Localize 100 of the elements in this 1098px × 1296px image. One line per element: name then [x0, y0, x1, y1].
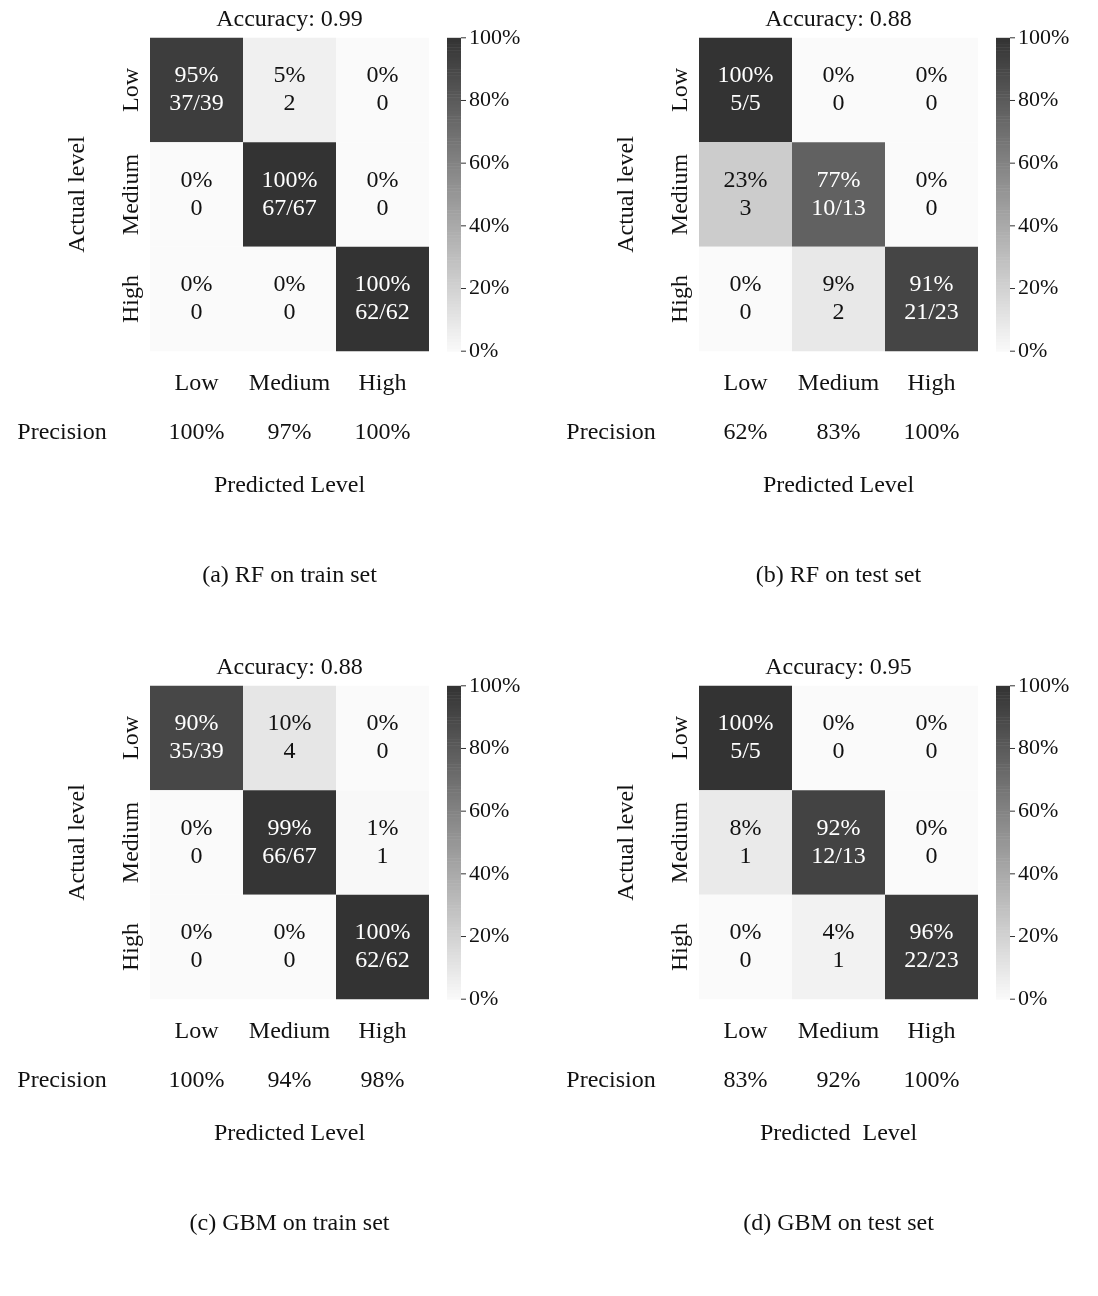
data-label: 100% 62/62 [354, 270, 411, 325]
x-tick-label: Low [723, 368, 769, 395]
data-label: 77% 10/13 [811, 165, 866, 220]
text: 98% [360, 1066, 405, 1093]
data-label: 0% 0 [180, 813, 213, 868]
x-tick-label: Low [723, 1016, 769, 1043]
color-bar-label: 0% [1018, 336, 1048, 362]
color-bar-label: 40% [1018, 859, 1059, 885]
data-label: 99% 66/67 [262, 813, 317, 868]
data-label: 0% 0 [273, 270, 306, 325]
color-bar-label: 40% [469, 211, 510, 237]
y-tick-label: Low [666, 67, 693, 113]
y-tick-label: Medium [666, 153, 693, 236]
text: 100% [354, 418, 411, 445]
data-label: 91% 21/23 [904, 270, 959, 325]
text: Precision [17, 418, 107, 445]
x-tick-label: Low [174, 368, 220, 395]
data-label: 8% 1 [729, 813, 762, 868]
data-label: 0% 0 [366, 709, 399, 764]
data-label: 92% 12/13 [811, 813, 866, 868]
x-tick-label: High [358, 1016, 407, 1043]
data-label: 100% 62/62 [354, 918, 411, 973]
color-bar-label: 80% [469, 734, 510, 760]
chart-title: Accuracy: 0.99 [216, 4, 363, 31]
data-label: 0% 0 [366, 165, 399, 220]
data-label: 9% 2 [822, 270, 855, 325]
text: Precision [566, 1066, 656, 1093]
color-bar-label: 0% [1018, 984, 1048, 1010]
text: 83% [723, 1066, 768, 1093]
color-bar-label: 100% [469, 23, 521, 49]
x-tick-label: High [907, 368, 956, 395]
color-bar-label: 100% [1018, 23, 1070, 49]
text: Precision [17, 1066, 107, 1093]
color-bar-label: 20% [469, 274, 510, 300]
y-axis-title: Actual level [63, 135, 90, 253]
x-tick-label: Medium [248, 1016, 331, 1043]
text: Precision [566, 418, 656, 445]
data-label: 0% 0 [180, 165, 213, 220]
color-bar-label: 60% [469, 148, 510, 174]
x-tick-label: High [358, 368, 407, 395]
data-label: 0% 0 [915, 813, 948, 868]
text: 62% [723, 418, 768, 445]
color-bar-label: 60% [469, 796, 510, 822]
data-label: 100% 67/67 [261, 165, 318, 220]
y-tick-label: Medium [117, 801, 144, 884]
data-label: 4% 1 [822, 918, 855, 973]
chart-title: Accuracy: 0.95 [765, 652, 912, 679]
text: 83% [816, 418, 861, 445]
text: (d) GBM on test set [743, 1209, 935, 1236]
y-tick-label: High [117, 274, 144, 323]
text: 100% [168, 418, 225, 445]
data-label: 95% 37/39 [169, 61, 224, 116]
data-label: 1% 1 [366, 813, 399, 868]
data-label: 0% 0 [180, 270, 213, 325]
color-bar-label: 60% [1018, 148, 1059, 174]
text: (c) GBM on train set [189, 1209, 390, 1236]
x-tick-label: Medium [248, 368, 331, 395]
data-label: 0% 0 [915, 709, 948, 764]
chart-title: Accuracy: 0.88 [216, 652, 363, 679]
y-tick-label: High [117, 922, 144, 971]
data-label: 0% 0 [180, 918, 213, 973]
color-bar-label: 20% [1018, 274, 1059, 300]
data-label: 0% 0 [822, 61, 855, 116]
color-bar-label: 40% [1018, 211, 1059, 237]
color-bar-label: 60% [1018, 796, 1059, 822]
color-bar-label: 80% [469, 86, 510, 112]
y-tick-label: Low [117, 715, 144, 761]
color-bar-label: 100% [1018, 671, 1070, 697]
text: (a) RF on train set [202, 561, 378, 588]
x-axis-title: Predicted Level [213, 471, 366, 498]
color-bar-label: 80% [1018, 86, 1059, 112]
x-tick-label: Low [174, 1016, 220, 1043]
y-tick-label: Low [117, 67, 144, 113]
color-bar-label: 20% [1018, 922, 1059, 948]
text: (b) RF on test set [755, 561, 922, 588]
data-label: 0% 0 [729, 918, 762, 973]
text: 100% [903, 418, 960, 445]
y-tick-label: Medium [117, 153, 144, 236]
text: 97% [267, 418, 312, 445]
x-tick-label: Medium [797, 368, 880, 395]
data-label: 10% 4 [267, 709, 312, 764]
data-label: 100% 5/5 [717, 61, 774, 116]
text: 94% [267, 1066, 312, 1093]
data-label: 0% 0 [822, 709, 855, 764]
data-label: 0% 0 [729, 270, 762, 325]
text: 100% [903, 1066, 960, 1093]
data-label: 0% 0 [915, 61, 948, 116]
text: 92% [816, 1066, 861, 1093]
data-label: 0% 0 [273, 918, 306, 973]
data-label: 90% 35/39 [169, 709, 224, 764]
data-label: 5% 2 [273, 61, 306, 116]
y-tick-label: High [666, 922, 693, 971]
x-tick-label: Medium [797, 1016, 880, 1043]
data-label: 0% 0 [915, 165, 948, 220]
chart-title: Accuracy: 0.88 [765, 4, 912, 31]
color-bar-label: 0% [469, 984, 499, 1010]
y-axis-title: Actual level [63, 783, 90, 901]
data-label: 23% 3 [723, 165, 768, 220]
y-axis-title: Actual level [612, 783, 639, 901]
x-axis-title: Predicted Level [759, 1119, 918, 1146]
